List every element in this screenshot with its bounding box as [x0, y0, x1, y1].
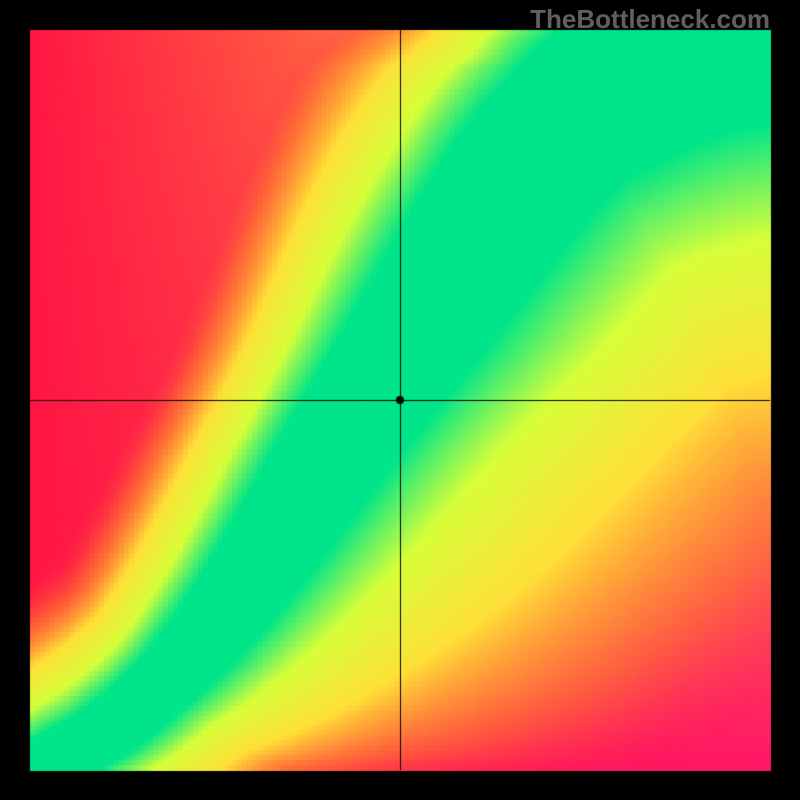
chart-container: TheBottleneck.com [0, 0, 800, 800]
watermark-text: TheBottleneck.com [530, 4, 770, 35]
bottleneck-heatmap [0, 0, 800, 800]
